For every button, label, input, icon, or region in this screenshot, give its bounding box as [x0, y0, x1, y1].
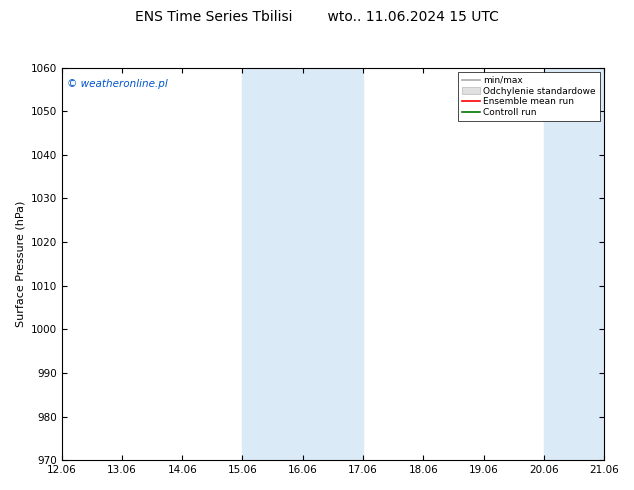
- Bar: [544, 68, 604, 460]
- Y-axis label: Surface Pressure (hPa): Surface Pressure (hPa): [15, 201, 25, 327]
- Text: © weatheronline.pl: © weatheronline.pl: [67, 79, 168, 89]
- Bar: [242, 68, 363, 460]
- Legend: min/max, Odchylenie standardowe, Ensemble mean run, Controll run: min/max, Odchylenie standardowe, Ensembl…: [458, 72, 600, 121]
- Text: ENS Time Series Tbilisi        wto.. 11.06.2024 15 UTC: ENS Time Series Tbilisi wto.. 11.06.2024…: [135, 10, 499, 24]
